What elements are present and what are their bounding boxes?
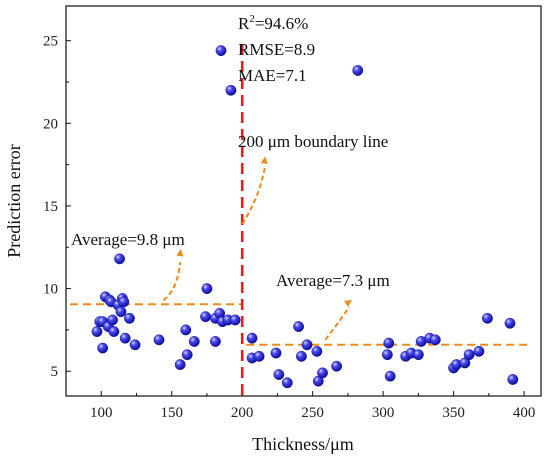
data-point — [229, 314, 241, 326]
data-points — [91, 45, 519, 389]
data-point — [352, 65, 364, 76]
data-point — [114, 253, 125, 265]
data-point — [270, 347, 282, 359]
data-point — [317, 367, 328, 379]
data-point — [253, 350, 265, 362]
y-tick-label: 10 — [43, 282, 58, 298]
data-point — [153, 334, 165, 346]
average-right-arrow — [324, 306, 351, 341]
data-point — [118, 296, 130, 308]
axis-ticks: 100 150 200 250 300 350 400 5 10 15 20 25 — [43, 34, 535, 421]
data-point — [281, 377, 293, 389]
y-tick-label: 5 — [51, 364, 59, 380]
data-point — [124, 312, 135, 324]
x-tick-label: 150 — [160, 405, 183, 421]
data-point — [97, 342, 109, 354]
data-point — [383, 337, 395, 349]
average-label-right: Average=7.3 μm — [276, 271, 390, 290]
data-point — [246, 332, 258, 344]
y-tick-label: 25 — [43, 34, 58, 50]
data-point — [463, 349, 475, 361]
y-tick-label: 20 — [43, 116, 58, 132]
plot-frame — [65, 5, 542, 397]
average-left-arrow-head — [176, 248, 184, 257]
data-point — [412, 349, 424, 361]
boundary-arrow-head — [260, 156, 268, 165]
data-point — [273, 369, 285, 380]
data-point — [119, 332, 131, 344]
data-point — [181, 349, 193, 361]
data-point — [295, 350, 307, 362]
data-point — [482, 312, 493, 324]
average-lines — [70, 303, 529, 346]
average-left-arrow — [162, 262, 182, 301]
average-right-arrow-head — [344, 300, 353, 307]
x-tick-label: 400 — [513, 405, 536, 421]
data-point — [174, 359, 186, 371]
boundary-arrow — [241, 167, 266, 225]
data-point — [210, 336, 221, 347]
data-point — [331, 360, 343, 372]
data-point — [384, 370, 396, 382]
data-point — [180, 324, 192, 336]
data-point — [188, 336, 200, 347]
x-tick-label: 250 — [301, 405, 324, 421]
data-point — [381, 349, 393, 361]
mae-annotation: MAE=7.1 — [238, 66, 307, 85]
rmse-annotation: RMSE=8.9 — [238, 40, 315, 59]
annotation-arrows — [162, 156, 353, 341]
data-point — [115, 306, 127, 318]
data-point — [429, 334, 441, 346]
x-axis-label: Thickness/μm — [252, 434, 354, 454]
data-point — [215, 45, 227, 57]
average-label-left: Average=9.8 μm — [71, 230, 185, 249]
data-point — [108, 326, 120, 337]
data-point — [311, 345, 323, 357]
r2-annotation: R2=94.6% — [238, 13, 308, 33]
y-tick-label: 15 — [43, 199, 58, 215]
boundary-label: 200 μm boundary line — [238, 132, 388, 151]
data-point — [473, 345, 485, 357]
data-point — [507, 374, 519, 385]
x-tick-label: 200 — [231, 405, 254, 421]
data-point — [200, 311, 211, 323]
data-point — [129, 339, 141, 351]
data-point — [91, 326, 103, 337]
data-point — [504, 317, 516, 329]
data-point — [301, 339, 313, 351]
data-point — [107, 314, 118, 326]
x-tick-label: 300 — [372, 405, 395, 421]
data-point — [201, 283, 213, 294]
data-point — [225, 84, 237, 96]
x-tick-label: 100 — [90, 405, 113, 421]
data-point — [293, 321, 304, 332]
y-axis-label: Prediction error — [4, 144, 24, 257]
x-tick-label: 350 — [442, 405, 465, 421]
